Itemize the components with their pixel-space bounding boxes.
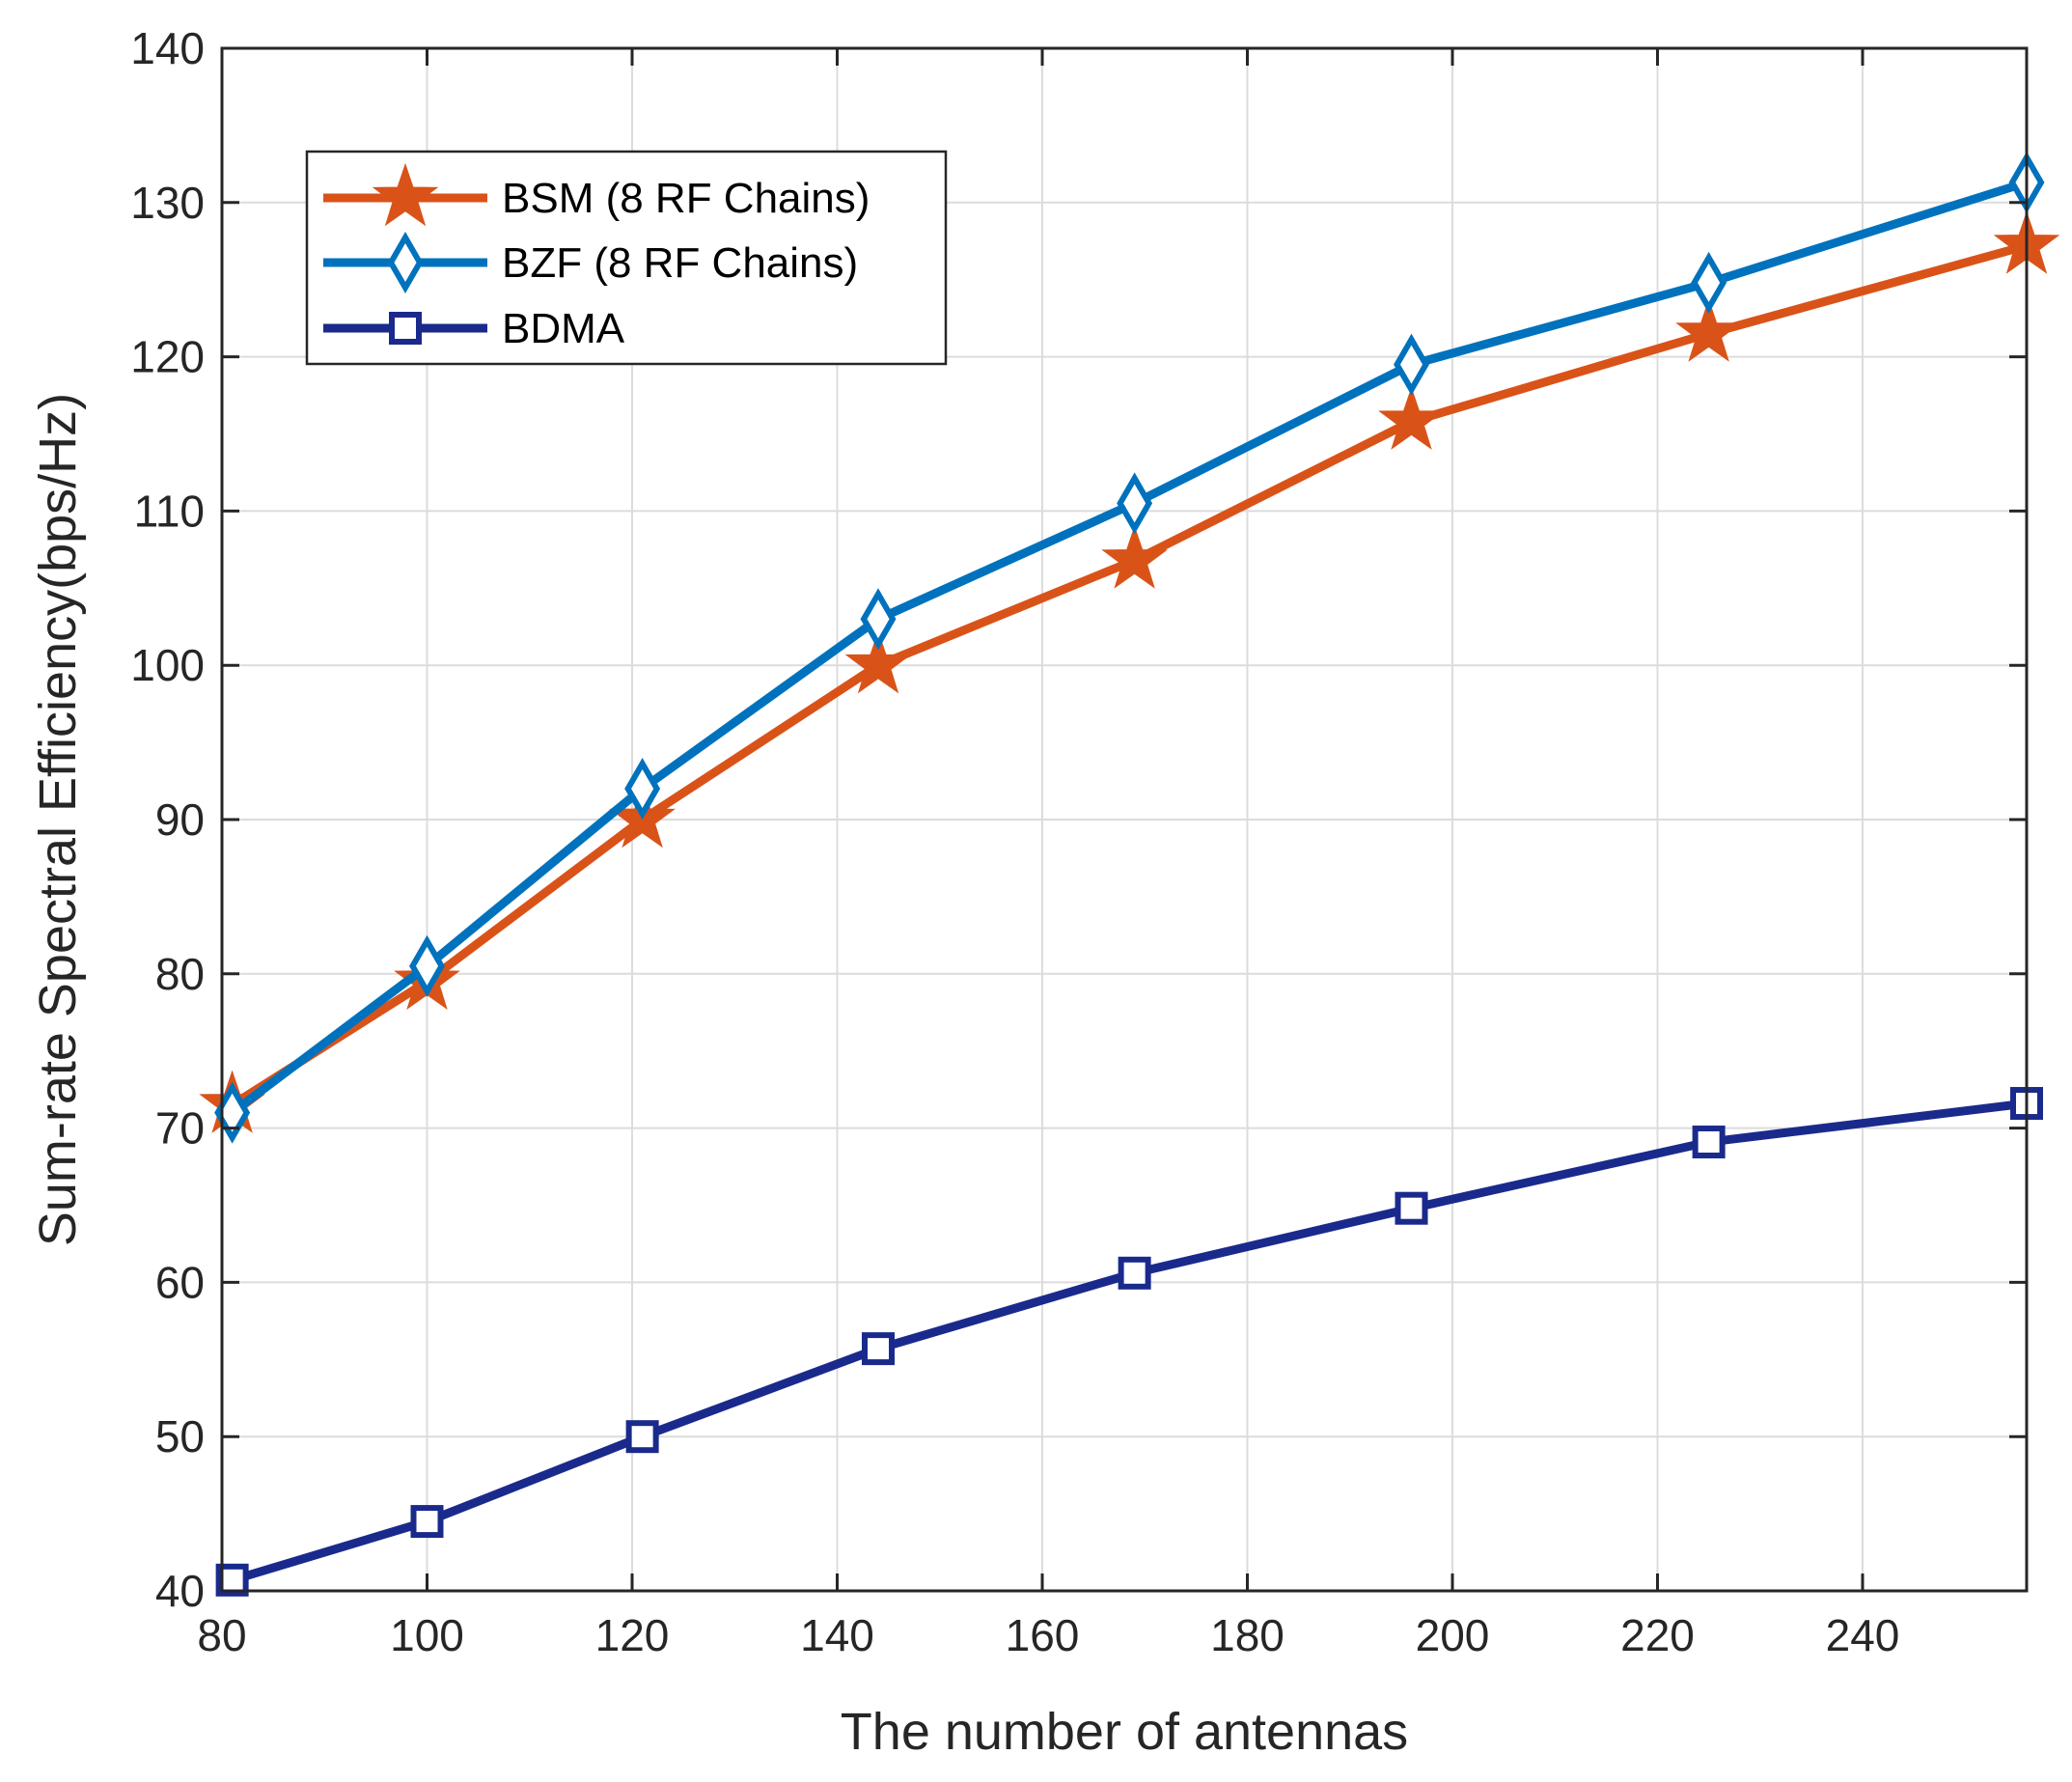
data-point-diamond <box>860 588 897 651</box>
data-point-diamond <box>1394 333 1429 396</box>
legend-label: BDMA <box>502 305 625 352</box>
y-tick-label: 120 <box>130 332 205 382</box>
legend-label: BSM (8 RF Chains) <box>502 175 870 222</box>
data-point-diamond <box>1117 472 1153 535</box>
x-tick-label: 120 <box>595 1610 670 1660</box>
data-point-diamond <box>409 934 445 997</box>
x-tick-label: 240 <box>1826 1610 1900 1660</box>
x-tick-label: 220 <box>1620 1610 1695 1660</box>
series-3 <box>215 1087 2043 1597</box>
legend-entries: BSM (8 RF Chains) BZF (8 RF Chains) BDMA <box>323 162 870 352</box>
data-point-diamond <box>1691 251 1727 314</box>
y-tick-label: 80 <box>155 949 205 999</box>
legend-swatch-marker <box>372 162 439 227</box>
data-point-square <box>625 1420 659 1454</box>
data-point-square <box>1118 1256 1151 1290</box>
legend-entry: BDMA <box>323 305 625 352</box>
data-point-square <box>1395 1191 1428 1225</box>
y-tick-label: 70 <box>155 1103 205 1154</box>
data-point-square <box>410 1505 444 1539</box>
x-tick-label: 180 <box>1210 1610 1285 1660</box>
x-tick-label: 140 <box>800 1610 874 1660</box>
x-axis-label: The number of antennas <box>841 1703 1408 1761</box>
y-tick-label: 40 <box>155 1566 205 1616</box>
x-tick-label: 100 <box>390 1610 464 1660</box>
x-tick-label: 80 <box>197 1610 246 1660</box>
legend: BSM (8 RF Chains) BZF (8 RF Chains) BDMA <box>305 150 948 366</box>
y-tick-label: 50 <box>155 1411 205 1462</box>
series-line <box>228 178 2031 1118</box>
y-tick-label: 130 <box>130 178 205 228</box>
data-point-square <box>1692 1125 1726 1158</box>
data-point-diamond <box>624 758 661 821</box>
data-point-star <box>1378 386 1445 450</box>
legend-entry: BZF (8 RF Chains) <box>323 231 858 294</box>
y-tick-label: 100 <box>130 640 205 690</box>
y-tick-label: 60 <box>155 1257 205 1307</box>
data-point-star <box>1101 525 1168 589</box>
x-tick-label: 160 <box>1006 1610 1080 1660</box>
data-point-square <box>862 1332 895 1366</box>
legend-entry: BSM (8 RF Chains) <box>323 162 870 227</box>
x-tick-label: 200 <box>1416 1610 1490 1660</box>
y-tick-label: 90 <box>155 794 205 845</box>
series-line <box>228 241 2031 1110</box>
y-axis-label: Sum-rate Spectral Efficiency(bps/Hz) <box>29 393 87 1246</box>
data-point-star <box>1675 298 1742 362</box>
tick-labels: 80 100 120 140 160 180 200 220 240 40 50 60 70 80 90 10… <box>130 23 1899 1660</box>
y-tick-label: 140 <box>130 23 205 73</box>
ticks <box>220 46 2027 1593</box>
series-2 <box>214 152 2045 1144</box>
series-line <box>228 1099 2031 1585</box>
legend-swatch-marker <box>389 312 422 345</box>
y-tick-label: 110 <box>134 486 205 536</box>
legend-swatch-marker <box>387 231 424 294</box>
data-point-star <box>844 630 912 694</box>
legend-label: BZF (8 RF Chains) <box>502 239 858 287</box>
